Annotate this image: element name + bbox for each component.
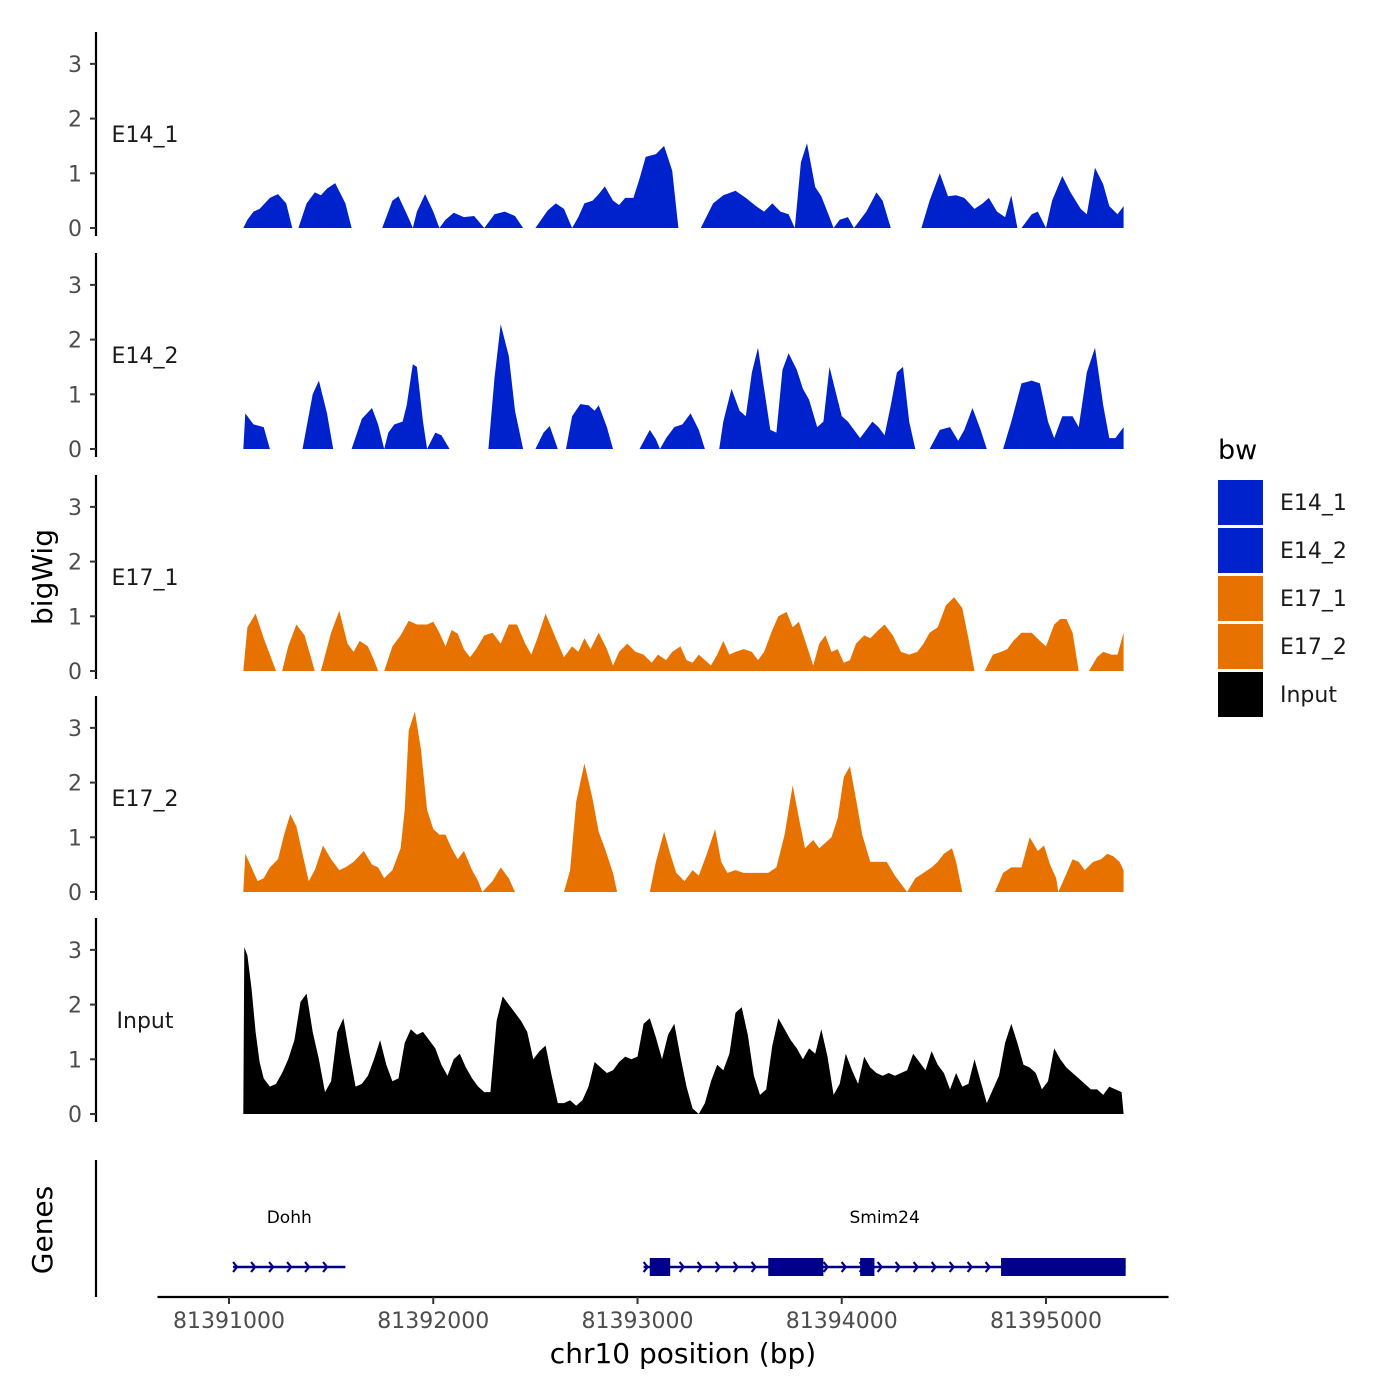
y-tick-label: 3 [68, 939, 82, 964]
strand-arrow [322, 1261, 329, 1273]
signal-area-e17-2 [243, 711, 1124, 892]
track-label: Input [117, 1009, 174, 1034]
y-tick-label: 3 [68, 53, 82, 78]
strand-arrow [894, 1261, 902, 1273]
x-tick-label: 81391000 [173, 1309, 285, 1334]
y-tick-label: 0 [68, 438, 82, 463]
legend-label: Input [1280, 683, 1337, 708]
signal-tracks: 0 1 2 3 E14_1 0 1 2 3 E14_2 0 1 2 3 E17_1 0 1 2 3 E17_2 0 1 2 3… [68, 32, 1124, 1128]
gene-name-label: Dohh [267, 1208, 312, 1228]
strand-arrow [732, 1261, 740, 1273]
y-tick-label: 0 [68, 1103, 82, 1128]
gene-name-label: Smim24 [850, 1208, 920, 1228]
track-e14-2: 0 1 2 3 E14_2 [68, 253, 1124, 463]
legend-swatch [1218, 672, 1263, 717]
strand-arrow [948, 1261, 956, 1273]
strand-arrow [678, 1261, 686, 1273]
track-e17-1: 0 1 2 3 E17_1 [68, 475, 1124, 685]
legend-swatch [1218, 576, 1263, 621]
legend-title: bw [1218, 435, 1257, 466]
x-axis: 81391000 81392000 81393000 81394000 81395000 [157, 1295, 1169, 1334]
strand-arrow [930, 1261, 938, 1273]
y-tick-label: 3 [68, 274, 82, 299]
strand-arrow [876, 1261, 884, 1273]
track-e14-1: 0 1 2 3 E14_1 [68, 32, 1124, 242]
y-tick-label: 1 [68, 826, 82, 851]
x-tick-label: 81393000 [582, 1309, 694, 1334]
track-label: E14_1 [112, 123, 179, 148]
y-tick-label: 2 [68, 551, 82, 576]
x-axis-title: chr10 position (bp) [550, 1337, 816, 1370]
y-tick-label: 2 [68, 329, 82, 354]
strand-arrow [268, 1261, 275, 1273]
legend-label: E14_1 [1280, 491, 1347, 516]
strand-arrow [822, 1261, 830, 1273]
strand-arrow [966, 1261, 974, 1273]
y-tick-label: 1 [68, 162, 82, 187]
y-tick-label: 1 [68, 1048, 82, 1073]
y-tick-label: 0 [68, 217, 82, 242]
x-tick-label: 81395000 [990, 1309, 1102, 1334]
gene-track: Dohh Smim24 [94, 1160, 1126, 1297]
gene-smim24: Smim24 [642, 1208, 1126, 1276]
y-tick-label: 3 [68, 496, 82, 521]
legend-swatch [1218, 528, 1263, 573]
exon-block [860, 1258, 875, 1276]
legend-label: E17_1 [1280, 587, 1347, 612]
strand-arrow [912, 1261, 920, 1273]
strand-arrow [232, 1261, 239, 1273]
exon-block [768, 1258, 824, 1276]
strand-arrow [250, 1261, 257, 1273]
y-axis-title: bigWig [26, 529, 59, 625]
exon-block [649, 1258, 671, 1276]
y-tick-label: 2 [68, 772, 82, 797]
strand-arrow [642, 1261, 650, 1273]
gene-dohh: Dohh [232, 1208, 346, 1273]
y-tick-label: 2 [68, 108, 82, 133]
y-tick-label: 2 [68, 994, 82, 1019]
exon-block [1001, 1258, 1126, 1276]
strand-arrow [984, 1261, 992, 1273]
legend-swatch [1218, 480, 1263, 525]
genes-axis-title: Genes [26, 1186, 59, 1274]
legend: bw E14_1 E14_2 E17_1 E17_2 Input [1218, 435, 1347, 717]
x-tick-label: 81394000 [786, 1309, 898, 1334]
legend-swatch [1218, 624, 1263, 669]
track-e17-2: 0 1 2 3 E17_2 [68, 696, 1124, 906]
y-tick-label: 3 [68, 717, 82, 742]
track-label: E17_1 [112, 566, 179, 591]
strand-arrow [714, 1261, 722, 1273]
track-label: E14_2 [112, 344, 179, 369]
strand-arrow [304, 1261, 311, 1273]
strand-arrow [286, 1261, 293, 1273]
y-tick-label: 0 [68, 660, 82, 685]
y-tick-label: 1 [68, 383, 82, 408]
x-tick-label: 81392000 [377, 1309, 489, 1334]
strand-arrow [696, 1261, 704, 1273]
legend-label: E14_2 [1280, 539, 1347, 564]
strand-arrow [750, 1261, 758, 1273]
signal-area-e17-1 [243, 597, 1124, 671]
signal-area-input [243, 947, 1124, 1114]
track-input: 0 1 2 3 Input [68, 918, 1124, 1128]
y-tick-label: 0 [68, 881, 82, 906]
track-label: E17_2 [112, 787, 179, 812]
signal-area-e14-2 [243, 324, 1124, 449]
legend-label: E17_2 [1280, 635, 1347, 660]
signal-area-e14-1 [243, 143, 1124, 228]
y-tick-label: 1 [68, 605, 82, 630]
strand-arrow [840, 1261, 848, 1273]
